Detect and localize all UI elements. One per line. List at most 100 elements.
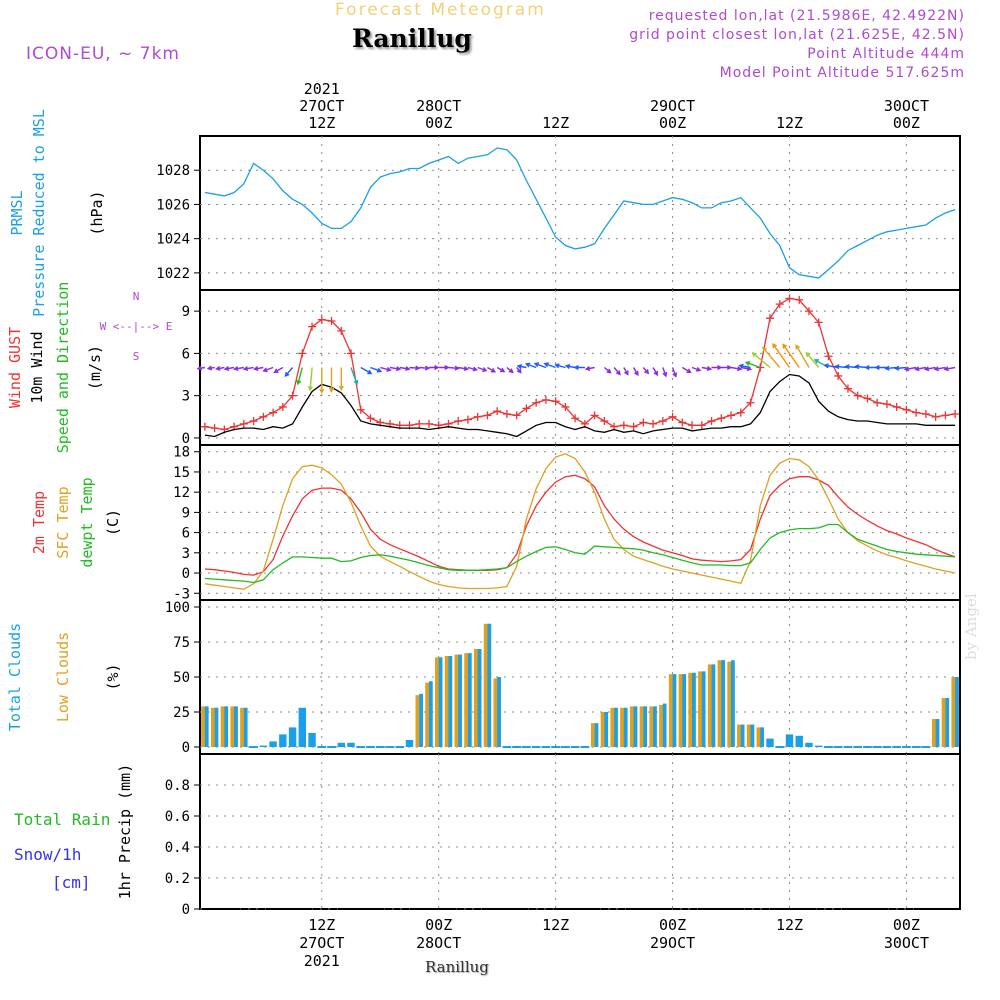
bottom-time-label: 12Z xyxy=(776,916,803,934)
wind-arrow xyxy=(762,346,781,368)
total-cloud-bar xyxy=(224,706,229,747)
wind-arrow xyxy=(458,366,470,372)
model-label: ICON-EU, ~ 7km xyxy=(26,44,180,64)
panel-label: (%) xyxy=(104,663,122,690)
gust-marker xyxy=(210,424,219,433)
y-tick-label: 0 xyxy=(182,431,190,447)
bottom-time-label: 00Z xyxy=(893,916,920,934)
wind-arrow xyxy=(233,366,244,372)
wind-arrow xyxy=(328,367,335,393)
total-cloud-bar xyxy=(614,707,618,747)
gust-marker xyxy=(921,410,930,418)
wind-arrow xyxy=(467,366,479,372)
series-line xyxy=(204,523,956,584)
panel-label: 10m Wind xyxy=(28,331,46,403)
gust-marker xyxy=(415,419,424,428)
panel-2 xyxy=(194,444,961,601)
gust-marker xyxy=(775,300,784,309)
gust-marker xyxy=(834,371,843,380)
panel-label: Speed and Direction xyxy=(54,282,72,454)
total-cloud-bar xyxy=(477,649,482,747)
total-cloud-bar xyxy=(815,745,823,747)
total-cloud-bar xyxy=(279,734,287,747)
wind-arrow xyxy=(623,367,629,376)
top-time-label: 29OCT xyxy=(650,97,695,115)
total-cloud-bar xyxy=(308,733,316,747)
panel-frame xyxy=(199,753,961,910)
total-cloud-bar xyxy=(458,654,462,747)
wind-arrow xyxy=(751,352,771,369)
wind-arrow xyxy=(419,365,431,371)
wind-arrow xyxy=(438,364,450,371)
series-line xyxy=(204,297,956,431)
gust-marker xyxy=(347,349,356,358)
wind-arrow xyxy=(273,366,284,374)
gust-marker xyxy=(356,405,365,414)
y-tick-label: 6 xyxy=(182,346,190,362)
gust-marker xyxy=(424,419,433,428)
bottom-time-label: 27OCT xyxy=(299,934,344,952)
total-cloud-bar xyxy=(682,674,687,747)
wind-arrow xyxy=(681,366,692,374)
gust-marker xyxy=(551,397,560,406)
panel-label: 1hr Precip (mm) xyxy=(116,764,134,899)
gust-marker xyxy=(873,398,882,407)
gust-marker xyxy=(493,407,502,416)
total-cloud-bar xyxy=(935,719,940,747)
wind-arrow xyxy=(253,366,264,371)
gust-marker xyxy=(463,415,472,424)
total-cloud-bar xyxy=(721,660,725,747)
wind-arrow xyxy=(662,367,668,378)
wind-arrow xyxy=(477,366,488,372)
gust-marker xyxy=(736,408,745,417)
gust-marker xyxy=(561,402,570,411)
total-cloud-bar xyxy=(740,724,745,747)
gust-marker xyxy=(366,414,375,423)
low-cloud-bar xyxy=(230,706,238,747)
total-cloud-bar xyxy=(760,727,764,747)
panel-4 xyxy=(194,753,961,910)
low-cloud-bar xyxy=(220,706,229,747)
y-tick-label: 25 xyxy=(173,705,190,721)
panel-label: Total Rain xyxy=(14,810,110,829)
gust-marker xyxy=(600,417,609,426)
y-tick-label: 0.6 xyxy=(165,809,190,825)
gust-marker xyxy=(259,412,268,421)
y-tick-label: 1028 xyxy=(156,163,190,179)
wind-arrow xyxy=(721,364,733,371)
wind-arrow xyxy=(296,367,303,386)
bottom-time-label: 00Z xyxy=(425,916,452,934)
gust-marker xyxy=(912,408,921,417)
series-line xyxy=(204,373,956,438)
footer-station: Ranillug xyxy=(425,958,489,976)
total-cloud-bar xyxy=(214,707,219,747)
panel-label: SFC Temp xyxy=(54,486,72,558)
wind-arrow xyxy=(584,365,595,371)
total-cloud-bar xyxy=(497,677,501,747)
y-tick-label: 0 xyxy=(182,740,190,756)
gust-marker xyxy=(746,398,755,407)
wind-arrow xyxy=(894,365,907,371)
gust-marker xyxy=(795,295,804,304)
y-tick-label: 9 xyxy=(182,304,190,320)
panel-label: (m/s) xyxy=(86,345,104,390)
panel-label: (C) xyxy=(104,509,122,536)
total-cloud-bar xyxy=(662,703,667,747)
total-cloud-bar xyxy=(945,698,950,747)
gust-marker xyxy=(522,404,531,413)
gust-marker xyxy=(278,402,287,411)
gust-marker xyxy=(658,417,667,426)
wind-arrow xyxy=(730,366,743,372)
y-tick-label: -3 xyxy=(173,586,190,602)
total-cloud-bar xyxy=(467,653,472,747)
gust-marker xyxy=(483,411,492,420)
panel-label: [cm] xyxy=(52,873,91,892)
gust-marker xyxy=(649,419,658,428)
wind-arrow xyxy=(206,365,215,371)
gust-marker xyxy=(863,394,872,403)
total-cloud-bar xyxy=(419,693,423,747)
wind-arrow xyxy=(805,351,820,368)
y-tick-label: 18 xyxy=(173,445,190,461)
wind-arrow xyxy=(533,362,547,369)
